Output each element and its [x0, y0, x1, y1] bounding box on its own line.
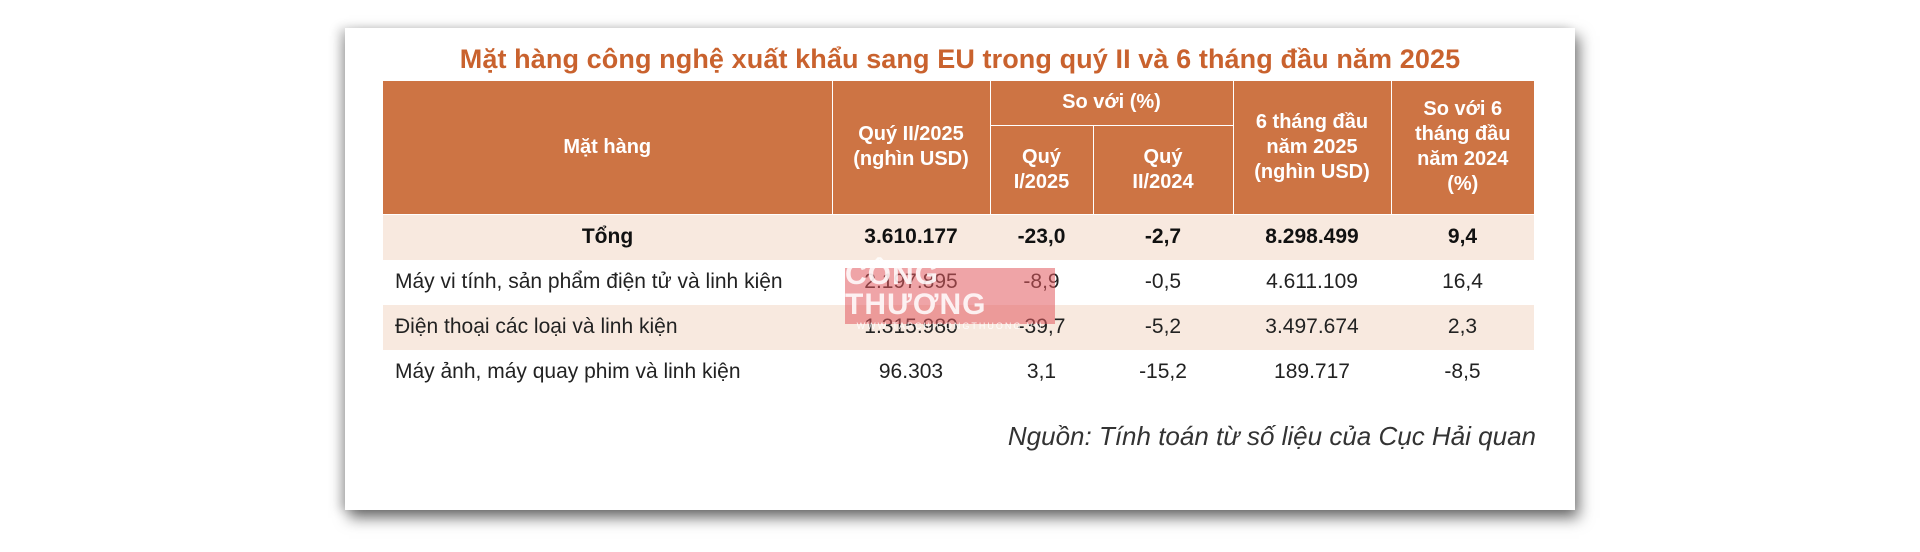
- cell-six-months: 189.717: [1274, 360, 1350, 383]
- cell-vs-q2-2024: -2,7: [1093, 214, 1233, 260]
- table-row-total: Tổng 3.610.177 -23,0 -2,7 8.298.499 9,4: [383, 214, 1534, 260]
- cell-vs-six-months: 2,3: [1391, 304, 1534, 350]
- cell-vs-six-months: -8,5: [1444, 360, 1481, 383]
- header-vs-six-months-2024: So với 6 tháng đầu năm 2024 (%): [1390, 81, 1534, 215]
- cell-vs-six-months: 16,4: [1442, 270, 1483, 293]
- header-compare-group: So với (%): [989, 81, 1234, 126]
- cell-six-months: 8.298.499: [1233, 214, 1391, 260]
- cell-six-months: 3.497.674: [1233, 304, 1391, 350]
- table-row: Máy ảnh, máy quay phim và linh kiện 96.3…: [383, 350, 1534, 395]
- table-title: Mặt hàng công nghệ xuất khẩu sang EU tro…: [459, 44, 1461, 74]
- cell-vs-q1: 3,1: [1026, 360, 1057, 383]
- header-q2-2025: Quý II/2025 (nghìn USD): [831, 81, 991, 215]
- cell-vs-q1: -39,7: [990, 304, 1093, 350]
- cell-six-months: 4.611.109: [1266, 270, 1358, 293]
- header-six-months-2025: 6 tháng đầu năm 2025 (nghìn USD): [1232, 81, 1392, 215]
- cell-item-name: Máy vi tính, sản phẩm điện tử và linh ki…: [395, 270, 783, 293]
- cell-vs-six-months: 9,4: [1391, 214, 1534, 260]
- cell-item-name: Máy ảnh, máy quay phim và linh kiện: [395, 360, 741, 383]
- cell-vs-q2-2024: -5,2: [1093, 304, 1233, 350]
- cell-item-name: Điện thoại các loại và linh kiện: [383, 304, 832, 350]
- export-table: Mặt hàng Quý II/2025 (nghìn USD) So với (…: [383, 81, 1534, 395]
- cell-q2: 3.610.177: [832, 214, 990, 260]
- header-vs-q2-2024: Quý II/2024: [1092, 124, 1234, 215]
- header-vs-q1-2025: Quý I/2025: [989, 124, 1094, 215]
- cell-vs-q1: -23,0: [990, 214, 1093, 260]
- table-row: Máy vi tính, sản phẩm điện tử và linh ki…: [383, 260, 1534, 305]
- source-note: Nguồn: Tính toán từ số liệu của Cục Hải …: [1007, 421, 1536, 451]
- cell-q2: 96.303: [878, 360, 944, 383]
- cell-item-name: Tổng: [383, 214, 832, 260]
- cell-q2: 2.197.895: [864, 270, 958, 293]
- cell-vs-q2-2024: -15,2: [1139, 360, 1187, 383]
- cell-vs-q1: -8,9: [1023, 270, 1060, 293]
- header-item: Mặt hàng: [383, 81, 833, 215]
- table-row: Điện thoại các loại và linh kiện 1.315.9…: [383, 304, 1534, 350]
- cell-q2: 1.315.980: [832, 304, 990, 350]
- report-card: Mặt hàng công nghệ xuất khẩu sang EU tro…: [345, 28, 1575, 510]
- cell-vs-q2-2024: -0,5: [1144, 270, 1182, 293]
